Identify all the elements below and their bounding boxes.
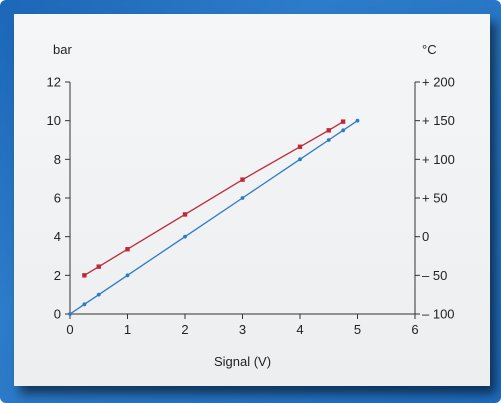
y-left-tick-label: 10	[47, 113, 61, 128]
x-tick-label: 5	[354, 322, 361, 337]
x-tick-label: 6	[411, 322, 418, 337]
series-0-point	[341, 128, 346, 133]
series-0-point	[298, 157, 302, 162]
y-axis-left-title: bar	[53, 42, 72, 57]
y-left-tick-label: 8	[54, 152, 61, 167]
y-right-tick-label: + 150	[422, 113, 455, 128]
series-0-point	[96, 292, 101, 297]
series-1-point	[297, 144, 303, 149]
y-right-tick-label: + 100	[422, 152, 455, 167]
y-left-tick-label: 0	[54, 307, 61, 322]
series-0-point	[355, 118, 360, 123]
x-tick-label: 2	[181, 322, 188, 337]
y-right-tick-label: 0	[422, 229, 429, 244]
x-tick-label: 0	[66, 322, 73, 337]
y-left-tick-label: 6	[54, 191, 61, 206]
series-0-point	[240, 196, 245, 200]
x-tick-label: 1	[124, 322, 131, 337]
series-1-point	[340, 119, 346, 124]
series-1-point	[125, 247, 130, 252]
series-0-point	[82, 302, 87, 307]
series-1-point	[240, 177, 245, 182]
y-right-tick-label: + 50	[422, 191, 448, 206]
series-1-point	[82, 273, 87, 278]
y-right-tick-label: + 200	[422, 75, 455, 90]
y-right-tick-label: – 50	[422, 268, 447, 283]
chart-panel	[14, 14, 490, 386]
y-left-tick-label: 2	[54, 268, 61, 283]
x-axis-title: Signal (V)	[214, 354, 271, 369]
y-left-tick-label: 4	[54, 229, 61, 244]
series-1-point	[182, 212, 188, 217]
series-1-point	[326, 128, 331, 133]
series-0-point	[68, 312, 72, 316]
series-0-point	[183, 234, 187, 239]
y-right-tick-label: – 100	[422, 307, 455, 322]
series-1-point	[96, 264, 101, 269]
series-0-point	[326, 138, 331, 142]
y-axis-right-title: °C	[422, 42, 437, 57]
y-left-tick-label: 12	[47, 75, 61, 90]
x-tick-label: 3	[239, 322, 246, 337]
series-0-point	[125, 273, 130, 278]
series-1-line	[84, 121, 344, 276]
x-tick-label: 4	[296, 322, 303, 337]
series-0-line	[69, 120, 358, 315]
